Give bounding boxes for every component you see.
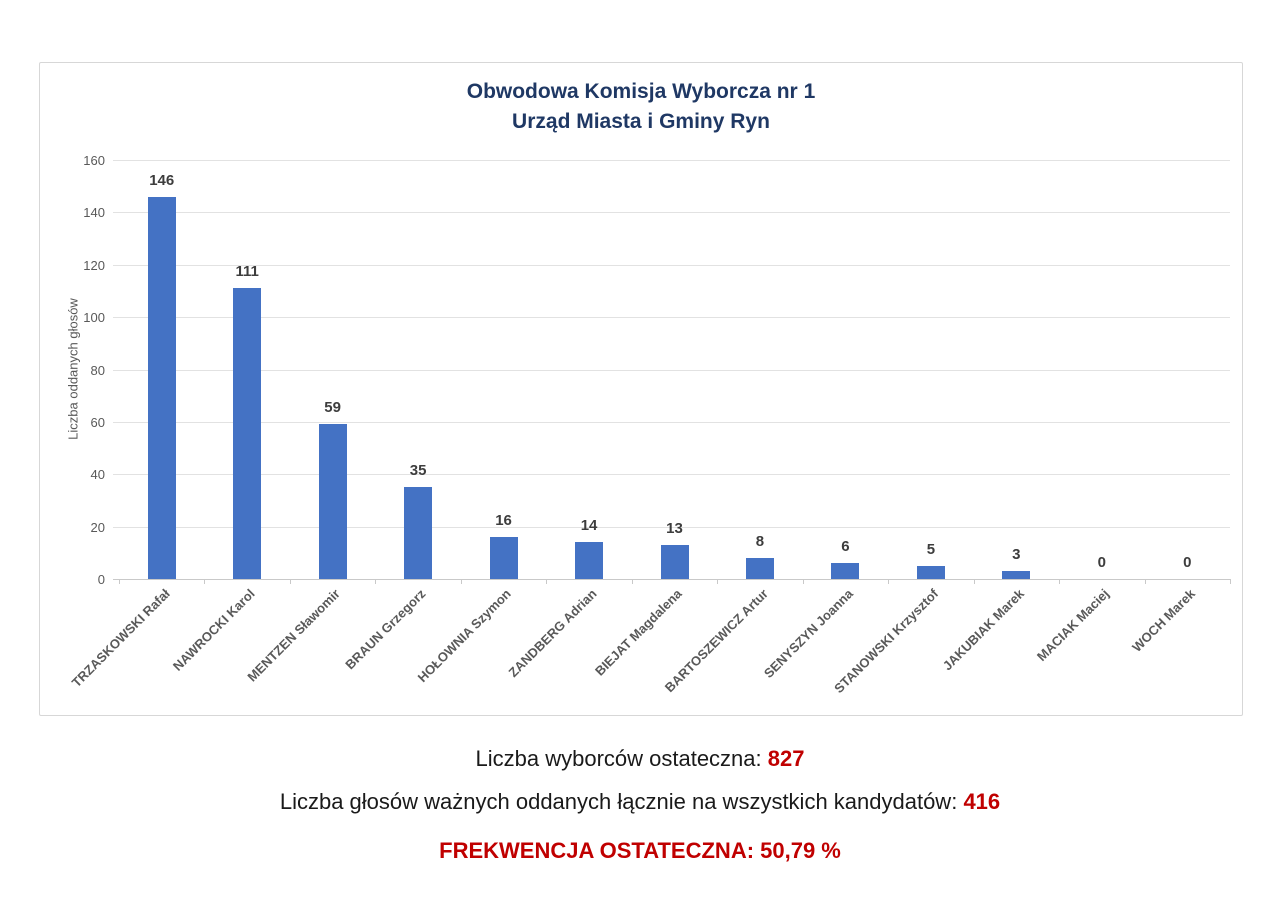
category-label: BIEJAT Magdalena bbox=[592, 586, 686, 679]
category-label: SENYSZYN Joanna bbox=[761, 586, 857, 681]
bar-MENTZEN Sławomir bbox=[318, 424, 347, 579]
gridline-120 bbox=[113, 264, 1230, 266]
bar-NAWROCKI Karol bbox=[233, 288, 262, 579]
x-tick-mark bbox=[802, 579, 804, 584]
gridline-60 bbox=[113, 421, 1230, 423]
category-label: MENTZEN Sławomir bbox=[244, 586, 344, 685]
valid-votes-value: 416 bbox=[963, 789, 1001, 814]
bar-value-label: 59 bbox=[324, 399, 341, 417]
category-label: WOCH Marek bbox=[1129, 586, 1198, 655]
category-label: JAKUBIAK Marek bbox=[939, 586, 1027, 674]
x-tick-mark bbox=[888, 579, 890, 584]
y-tick-label: 140 bbox=[83, 205, 105, 221]
category-label: BRAUN Grzegorz bbox=[342, 586, 429, 673]
bar-value-label: 6 bbox=[841, 538, 850, 556]
bar-value-label: 0 bbox=[1097, 554, 1106, 571]
bar-value-label: 5 bbox=[926, 540, 936, 558]
gridline-140 bbox=[113, 212, 1230, 214]
voters-total-label: Liczba wyborców ostateczna: bbox=[475, 746, 768, 771]
category-label: HOŁOWNIA Szymon bbox=[415, 586, 515, 686]
bar-STANOWSKI Krzysztof bbox=[916, 565, 945, 579]
chart-title: Obwodowa Komisja Wyborcza nr 1 Urząd Mia… bbox=[40, 77, 1242, 137]
bar-BIEJAT Magdalena bbox=[660, 544, 689, 579]
valid-votes-label: Liczba głosów ważnych oddanych łącznie n… bbox=[279, 789, 964, 814]
turnout-line: FREKWENCJA OSTATECZNA: 50,79 % bbox=[439, 838, 841, 863]
bar-value-label: 0 bbox=[1183, 554, 1192, 571]
x-tick-mark bbox=[289, 579, 291, 584]
bar-HOŁOWNIA Szymon bbox=[489, 537, 518, 579]
x-tick-mark bbox=[460, 579, 462, 584]
chart-title-line2: Urząd Miasta i Gminy Ryn bbox=[512, 110, 770, 133]
plot-area: 0 20 40 60 80 100 120 140 160 146 TRZASKOWSKI Rafa… bbox=[40, 63, 1242, 715]
bar-BARTOSZEWICZ Artur bbox=[745, 558, 774, 579]
y-tick-label: 100 bbox=[83, 310, 105, 326]
x-tick-mark bbox=[717, 579, 719, 584]
voters-total-line: Liczba wyborców ostateczna: 827 bbox=[0, 746, 1280, 772]
x-tick-mark bbox=[973, 579, 975, 584]
bar-chart: Obwodowa Komisja Wyborcza nr 1 Urząd Mia… bbox=[39, 62, 1243, 716]
gridline-40 bbox=[113, 474, 1230, 476]
valid-votes-line: Liczba głosów ważnych oddanych łącznie n… bbox=[0, 789, 1280, 815]
bar-value-label: 8 bbox=[755, 533, 765, 551]
gridline-160 bbox=[113, 160, 1230, 161]
category-label: ZANDBERG Adrian bbox=[505, 586, 600, 681]
bar-ZANDBERG Adrian bbox=[575, 542, 604, 579]
bar-value-label: 35 bbox=[409, 462, 427, 480]
bar-BRAUN Grzegorz bbox=[404, 487, 433, 579]
bar-value-label: 16 bbox=[495, 512, 512, 530]
bar-JAKUBIAK Marek bbox=[1002, 571, 1031, 579]
y-tick-label: 20 bbox=[90, 519, 105, 535]
x-tick-mark bbox=[1230, 579, 1231, 584]
x-tick-mark bbox=[631, 579, 633, 584]
gridline-80 bbox=[113, 369, 1230, 371]
category-label: MACIAK Maciej bbox=[1034, 586, 1113, 665]
voters-total-value: 827 bbox=[767, 746, 805, 771]
y-tick-label: 60 bbox=[90, 414, 105, 430]
x-tick-mark bbox=[375, 579, 377, 584]
x-tick-mark bbox=[1059, 579, 1061, 584]
x-tick-mark bbox=[546, 579, 548, 584]
bar-value-label: 14 bbox=[580, 517, 598, 535]
y-tick-label: 120 bbox=[83, 257, 105, 273]
gridline-100 bbox=[113, 317, 1230, 319]
bar-value-label: 13 bbox=[666, 519, 683, 537]
x-tick-mark bbox=[119, 579, 120, 584]
y-tick-label: 160 bbox=[83, 153, 105, 168]
bar-SENYSZYN Joanna bbox=[831, 563, 860, 579]
chart-title-line1: Obwodowa Komisja Wyborcza nr 1 bbox=[466, 80, 816, 103]
gridline-20 bbox=[113, 526, 1230, 528]
x-tick-mark bbox=[1144, 579, 1146, 584]
bar-TRZASKOWSKI Rafał bbox=[147, 196, 176, 579]
x-tick-mark bbox=[204, 579, 206, 584]
bar-value-label: 146 bbox=[149, 171, 175, 189]
category-label: TRZASKOWSKI Rafał bbox=[68, 586, 173, 691]
bar-value-label: 3 bbox=[1012, 546, 1021, 564]
y-tick-label: 80 bbox=[90, 362, 105, 378]
y-tick-label: 40 bbox=[90, 467, 105, 483]
y-tick-label: 0 bbox=[97, 572, 105, 587]
gridline-0 bbox=[113, 579, 1230, 580]
category-label: NAWROCKI Karol bbox=[170, 586, 258, 674]
bar-value-label: 111 bbox=[235, 263, 259, 281]
